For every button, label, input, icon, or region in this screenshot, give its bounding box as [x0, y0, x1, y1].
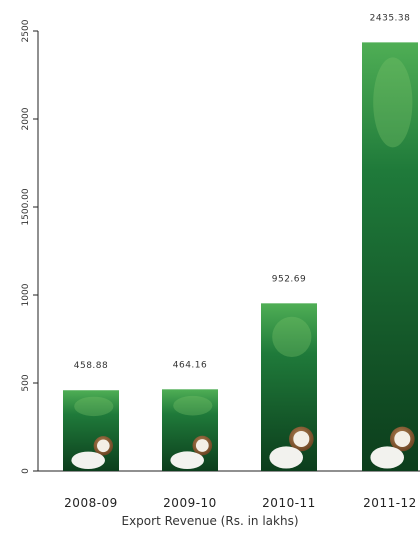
- bar-highlight: [173, 395, 213, 416]
- bar-highlight: [373, 57, 413, 148]
- x-axis-label: Export Revenue (Rs. in lakhs): [121, 514, 299, 528]
- y-tick-label: 500: [21, 374, 31, 391]
- y-tick-label: 2000: [21, 107, 31, 130]
- y-tick-label: 1500.00: [21, 188, 31, 225]
- y-tick-label: 0: [21, 468, 31, 474]
- bar: [362, 42, 418, 472]
- x-tick-label: 2011-12: [363, 496, 417, 510]
- bar-highlight: [74, 396, 114, 417]
- coconut-flesh: [394, 430, 411, 447]
- bar-value-label: 464.16: [173, 360, 208, 370]
- x-tick-label: 2009-10: [163, 496, 217, 510]
- bar-2009-10: [162, 389, 218, 471]
- bar-value-label: 2435.38: [370, 13, 411, 23]
- y-tick-label: 1000: [21, 283, 31, 306]
- bar-highlight: [272, 316, 312, 357]
- grated-coconut: [71, 451, 105, 470]
- bar-2010-11: [261, 303, 317, 471]
- bar-2008-09: [63, 390, 119, 471]
- bar-value-label: 458.88: [74, 361, 109, 371]
- y-tick-label: 2500: [21, 19, 31, 42]
- x-tick-label: 2008-09: [64, 496, 118, 510]
- bar-value-label: 952.69: [272, 274, 307, 284]
- bar-2011-12: [362, 42, 418, 472]
- grated-coconut: [370, 446, 405, 469]
- coconut-flesh: [97, 439, 110, 453]
- coconut-flesh: [195, 439, 209, 452]
- grated-coconut: [269, 446, 304, 469]
- coconut-flesh: [293, 430, 310, 447]
- x-tick-label: 2010-11: [262, 496, 316, 510]
- grated-coconut: [170, 451, 204, 470]
